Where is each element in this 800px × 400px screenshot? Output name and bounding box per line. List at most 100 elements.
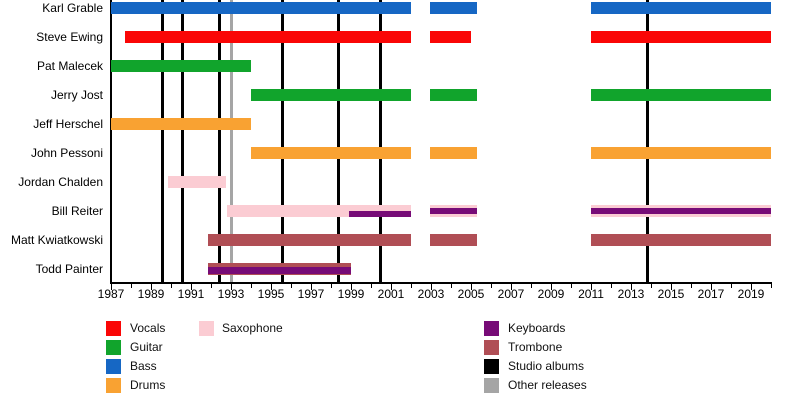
member-label: Jordan Chalden: [18, 175, 103, 189]
legend-swatch-saxophone: [199, 321, 214, 336]
axis-major-tick: [151, 284, 152, 290]
axis-year-label: 2019: [737, 287, 765, 301]
bar-layer-keyboards: [208, 267, 351, 274]
timeline-bar: [111, 118, 251, 130]
studio-album-line: [218, 0, 221, 283]
timeline-bar: [208, 263, 351, 275]
member-label: Pat Malecek: [36, 59, 103, 73]
legend-label-keyboards: Keyboards: [508, 321, 566, 335]
member-label: Todd Painter: [35, 262, 103, 276]
axis-minor-tick: [131, 284, 132, 288]
bar-layer-trombone: [430, 234, 477, 246]
timeline-bar: [430, 234, 477, 246]
axis-major-tick: [631, 284, 632, 290]
axis-major-tick: [471, 284, 472, 290]
axis-minor-tick: [331, 284, 332, 288]
axis-minor-tick: [451, 284, 452, 288]
bar-layer-saxophone: [227, 205, 349, 217]
axis-year-label: 2011: [578, 287, 604, 301]
timeline-bar: [430, 205, 477, 217]
timeline-bar: [125, 31, 411, 43]
axis-minor-tick: [571, 284, 572, 288]
axis-minor-tick: [411, 284, 412, 288]
legend-label-saxophone: Saxophone: [222, 321, 283, 335]
timeline-bar: [349, 205, 411, 217]
bar-layer-vocals: [591, 31, 771, 43]
legend-swatch-keyboards: [484, 321, 499, 336]
axis-minor-tick: [771, 284, 772, 288]
axis-major-tick: [271, 284, 272, 290]
legend-label-studio_albums: Studio albums: [508, 359, 585, 373]
timeline-bar: [591, 2, 771, 14]
bar-layer-bass: [591, 2, 771, 14]
axis-major-tick: [751, 284, 752, 290]
member-label: Matt Kwiatkowski: [10, 233, 103, 247]
axis-major-tick: [191, 284, 192, 290]
axis-major-tick: [231, 284, 232, 290]
timeline-bar: [168, 176, 226, 188]
studio-album-line: [646, 0, 649, 283]
y-axis-line: [110, 0, 112, 283]
axis-minor-tick: [371, 284, 372, 288]
studio-album-line: [181, 0, 184, 283]
axis-major-tick: [551, 284, 552, 290]
legend-swatch-vocals: [106, 321, 121, 336]
timeline-bar: [111, 2, 411, 14]
legend-swatch-drums: [106, 378, 121, 393]
axis-year-label: 1995: [257, 287, 285, 301]
axis-year-label: 2015: [657, 287, 685, 301]
axis-minor-tick: [731, 284, 732, 288]
bar-layer-trombone: [208, 234, 411, 246]
axis-major-tick: [351, 284, 352, 290]
axis-year-label: 2013: [617, 287, 645, 301]
member-label: Steve Ewing: [36, 30, 103, 44]
legend-swatch-trombone: [484, 340, 499, 355]
axis-major-tick: [711, 284, 712, 290]
axis-year-label: 1991: [177, 287, 205, 301]
legend-label-trombone: Trombone: [508, 340, 563, 354]
legend-label-guitar: Guitar: [130, 340, 163, 354]
legend-swatch-studio_albums: [484, 359, 499, 374]
axis-year-label: 1999: [337, 287, 365, 301]
axis-minor-tick: [531, 284, 532, 288]
member-label: Karl Grable: [42, 1, 103, 15]
axis-minor-tick: [611, 284, 612, 288]
axis-year-label: 1993: [217, 287, 245, 301]
axis-year-label: 2003: [417, 287, 445, 301]
bar-layer-keyboards: [591, 208, 771, 214]
member-label: Jerry Jost: [50, 88, 103, 102]
legend-label-vocals: Vocals: [130, 321, 166, 335]
axis-major-tick: [391, 284, 392, 290]
other-release-line: [230, 0, 233, 283]
timeline-bar: [591, 234, 771, 246]
axis-major-tick: [311, 284, 312, 290]
axis-minor-tick: [251, 284, 252, 288]
axis-minor-tick: [211, 284, 212, 288]
timeline-bar: [111, 60, 251, 72]
timeline-bar: [251, 89, 411, 101]
member-label: John Pessoni: [30, 146, 103, 160]
bar-layer-drums: [251, 147, 411, 159]
timeline-bar: [208, 234, 411, 246]
bar-layer-bass: [111, 2, 411, 14]
axis-minor-tick: [651, 284, 652, 288]
axis-year-label: 2005: [457, 287, 485, 301]
bar-layer-guitar: [430, 89, 477, 101]
timeline-bar: [430, 147, 477, 159]
axis-major-tick: [431, 284, 432, 290]
axis-minor-tick: [691, 284, 692, 288]
axis-minor-tick: [291, 284, 292, 288]
axis-year-label: 1989: [137, 287, 165, 301]
legend-label-drums: Drums: [130, 378, 166, 392]
studio-album-line: [337, 0, 340, 283]
legend-swatch-guitar: [106, 340, 121, 355]
timeline-bar: [430, 89, 477, 101]
timeline-bar: [251, 147, 411, 159]
bar-layer-vocals: [125, 31, 411, 43]
bar-layer-guitar: [111, 60, 251, 72]
axis-year-label: 2001: [377, 287, 405, 301]
legend-swatch-other_releases: [484, 378, 499, 393]
bar-layer-guitar: [251, 89, 411, 101]
axis-major-tick: [511, 284, 512, 290]
axis-year-label: 2017: [697, 287, 725, 301]
